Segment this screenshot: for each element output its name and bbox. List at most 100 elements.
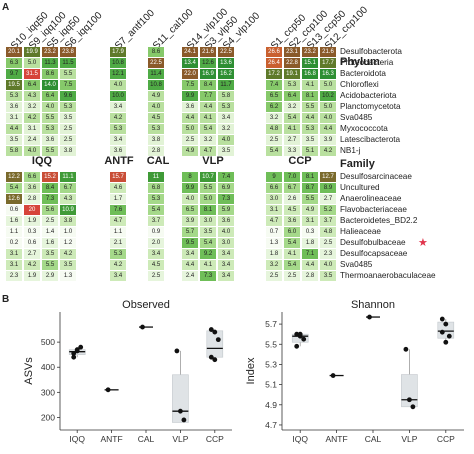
phylum-cell: 17.9 [110, 47, 126, 57]
family-cell: 0.7 [266, 227, 282, 237]
family-cell: 3.5 [60, 260, 76, 270]
phylum-cell: 4.4 [200, 102, 216, 112]
phylum-row-label: NB1-j [340, 145, 361, 155]
phylum-cell: 3.2 [284, 102, 300, 112]
family-cell: 8 [182, 172, 198, 182]
box [401, 374, 418, 408]
phylum-cell: 5.8 [218, 91, 234, 101]
family-cell: 2.9 [42, 271, 58, 281]
phylum-cell: 3.4 [110, 102, 126, 112]
phylum-cell: 4.5 [148, 113, 164, 123]
y-tick-label: 5.7 [265, 319, 277, 329]
family-cell: 7.0 [284, 172, 300, 182]
phylum-cell: 4.2 [320, 146, 336, 156]
phylum-cell: 13.4 [182, 58, 198, 68]
data-point [301, 336, 307, 342]
phylum-cell: 11.5 [60, 58, 76, 68]
phylum-cell: 14.0 [42, 80, 58, 90]
family-cell: 3.9 [182, 216, 198, 226]
y-axis-label: ASVs [23, 357, 35, 385]
family-cell: 2.5 [266, 271, 282, 281]
family-cell: 4.1 [200, 260, 216, 270]
phylum-cell: 16.8 [302, 69, 318, 79]
family-cell: 0.3 [24, 227, 40, 237]
family-cell: 1.3 [60, 271, 76, 281]
family-cell: 6.5 [182, 205, 198, 215]
data-point [181, 417, 187, 423]
phylum-cell: 6.4 [24, 80, 40, 90]
family-cell: 4.0 [320, 260, 336, 270]
phylum-cell: 31.5 [24, 69, 40, 79]
phylum-cell: 3.5 [6, 135, 22, 145]
phylum-cell: 4.3 [24, 91, 40, 101]
y-tick-label: 400 [41, 362, 55, 372]
phylum-cell: 20.1 [6, 47, 22, 57]
phylum-cell: 5.1 [302, 146, 318, 156]
family-row-label: Uncultured [340, 182, 380, 192]
family-cell: 4.5 [148, 260, 164, 270]
family-row-label: Halieaceae [340, 226, 381, 236]
family-cell: 3.4 [182, 249, 198, 259]
family-row-label: Desulfobulbaceae [340, 237, 406, 247]
phylum-row-label: Latescibacterota [340, 134, 401, 144]
family-cell: 3.4 [218, 271, 234, 281]
observed-boxplot: Observed ASVs 200 300 400 500 IQQ ANTF CAL VLP CCP [23, 299, 232, 444]
family-cell: 10.7 [200, 172, 216, 182]
phylum-cell: 2.5 [60, 124, 76, 134]
phylum-cell: 16.9 [200, 69, 216, 79]
family-cell: 2.1 [110, 238, 126, 248]
phylum-cell: 2.5 [266, 135, 282, 145]
family-cell: 0.6 [6, 205, 22, 215]
phylum-cell: 16.3 [320, 69, 336, 79]
family-cell: 9 [266, 172, 282, 182]
phylum-cell: 16.2 [218, 69, 234, 79]
family-cell: 8.1 [200, 205, 216, 215]
family-cell: 1.1 [110, 227, 126, 237]
family-cell: 3.7 [148, 216, 164, 226]
family-cell: 5.4 [200, 238, 216, 248]
phylum-cell: 6.3 [6, 58, 22, 68]
family-cell: 8.7 [302, 183, 318, 193]
data-point [294, 343, 300, 349]
phylum-cell: 3.2 [24, 102, 40, 112]
family-cell: 3.6 [24, 183, 40, 193]
phylum-cell: 2.4 [24, 135, 40, 145]
phylum-cell: 26.6 [266, 47, 282, 57]
family-row-label: Bacteroidetes_BD2.2 [340, 215, 418, 225]
data-point [407, 397, 412, 403]
family-cell: 5.5 [200, 183, 216, 193]
family-cell: 1.3 [266, 238, 282, 248]
phylum-cell: 3.8 [60, 146, 76, 156]
family-cell: 3.6 [218, 216, 234, 226]
phylum-cell: 4.4 [6, 124, 22, 134]
family-cell: 2.5 [320, 238, 336, 248]
family-cell: 9.2 [200, 249, 216, 259]
phylum-cell: 19.5 [6, 80, 22, 90]
family-cell: 2.5 [148, 271, 164, 281]
x-tick-label: CCP [206, 434, 224, 444]
family-cell: 1.6 [6, 216, 22, 226]
family-cell: 1.8 [302, 238, 318, 248]
phylum-cell: 5.5 [42, 113, 58, 123]
x-tick-label: CAL [138, 434, 155, 444]
y-tick-label: 300 [41, 387, 55, 397]
family-cell: 6.6 [24, 172, 40, 182]
family-cell: 6.0 [284, 227, 300, 237]
phylum-cell: 7.5 [182, 80, 198, 90]
phylum-cell: 10.2 [320, 91, 336, 101]
phylum-cell: 3.1 [24, 124, 40, 134]
panel-a-letter: A [2, 2, 10, 13]
phylum-cell: 4.4 [320, 124, 336, 134]
phylum-cell: 23.2 [42, 47, 58, 57]
phylum-cell: 10.0 [110, 91, 126, 101]
family-cell: 9.5 [182, 238, 198, 248]
phylum-cell: 4.4 [302, 113, 318, 123]
phylum-cell: 3.2 [218, 124, 234, 134]
family-cell: 2.7 [24, 249, 40, 259]
phylum-row-label: Desulfobacterota [340, 46, 402, 56]
phylum-cell: 7.5 [60, 80, 76, 90]
family-cell: 5.9 [218, 205, 234, 215]
phylum-cell: 4.0 [42, 102, 58, 112]
y-tick-label: 500 [41, 337, 55, 347]
family-cell: 5.5 [42, 260, 58, 270]
